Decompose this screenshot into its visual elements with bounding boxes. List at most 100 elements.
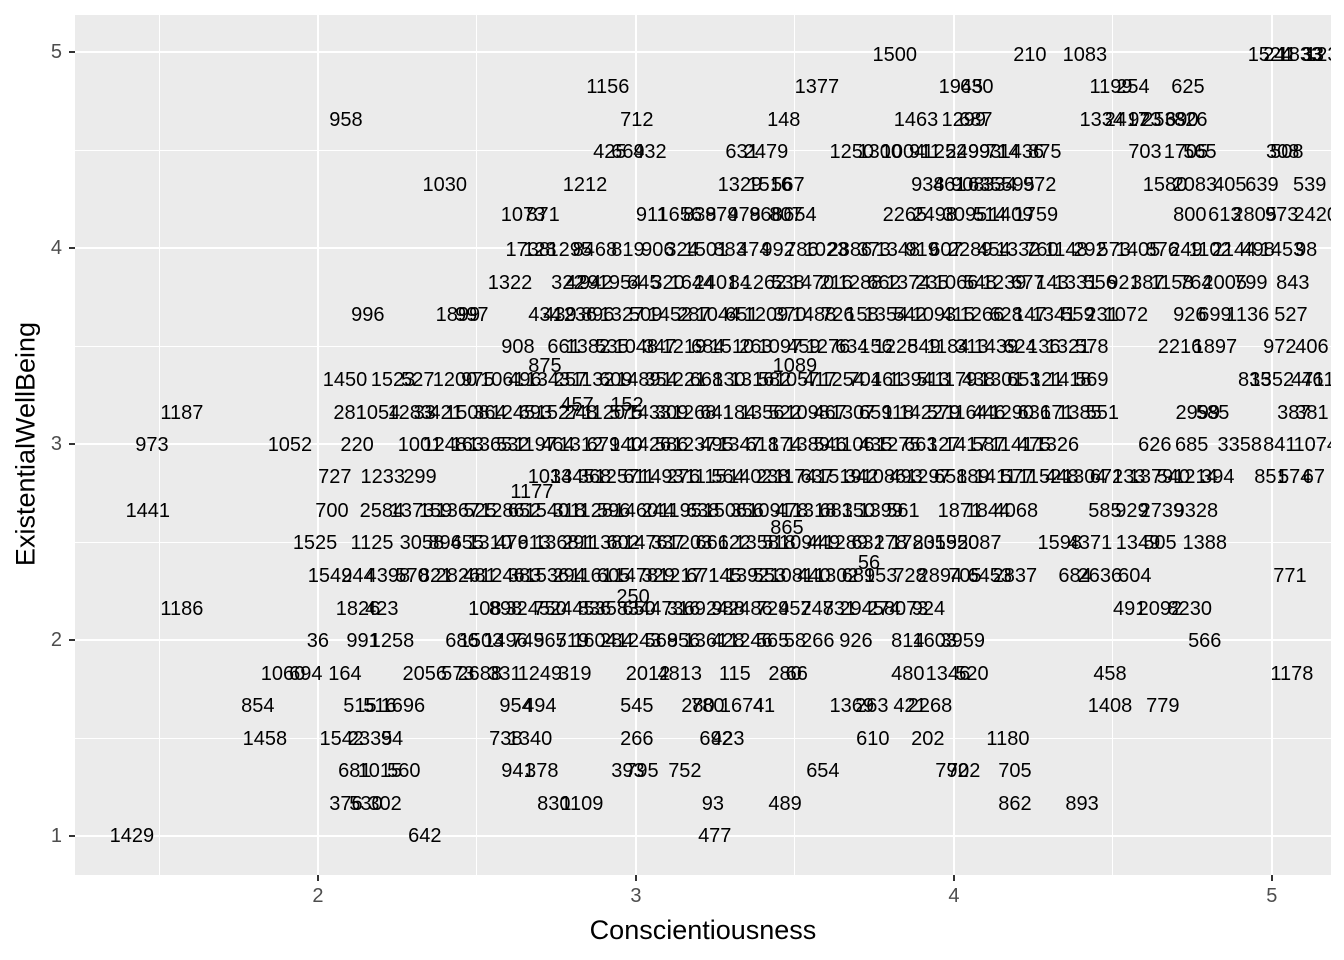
data-point-label: 1249: [517, 662, 563, 685]
data-point-label: 130: [712, 368, 746, 391]
data-point-label: 1379: [1128, 465, 1174, 488]
data-point-label: 1452: [647, 304, 693, 327]
data-point-label: 476: [495, 531, 529, 554]
data-point-label: 618: [745, 434, 779, 456]
data-point-label: 8230: [1167, 598, 1213, 621]
data-point-label: 281: [333, 402, 367, 425]
data-point-label: 1348: [875, 238, 921, 261]
data-point-label: 1286: [480, 500, 525, 523]
data-point-label: 6924: [683, 598, 729, 621]
data-point-label: 1508: [445, 402, 490, 425]
data-point-label: 605: [596, 564, 631, 587]
data-point-label: 489: [768, 793, 802, 816]
data-point-label: 582: [757, 368, 792, 391]
major-gridline: [317, 15, 319, 875]
data-point-label: 1759: [1013, 204, 1059, 227]
data-point-label: 33: [413, 402, 436, 425]
x-tick-mark: [1271, 875, 1273, 881]
data-point-label: 1304: [1062, 465, 1107, 488]
data-point-label: 954: [499, 695, 533, 718]
data-point-label: 1288: [837, 272, 883, 295]
data-point-label: 1083: [1062, 43, 1108, 66]
data-point-label: 480: [891, 662, 925, 685]
data-point-label: 1340: [507, 727, 553, 750]
data-point-label: 1409: [988, 204, 1034, 227]
data-point-label: 1057: [774, 368, 820, 391]
data-point-label: 250: [616, 586, 650, 609]
data-point-label: 1094: [779, 531, 824, 554]
data-point-label: 4813: [657, 662, 703, 685]
data-point-label: 654: [783, 204, 817, 227]
data-point-label: 628: [989, 304, 1023, 327]
data-point-label: 202: [911, 727, 945, 750]
data-point-label: 1195: [658, 500, 702, 523]
data-point-label: 577: [1000, 465, 1035, 488]
data-point-label: 1258: [369, 629, 415, 652]
data-point-label: 726: [821, 304, 855, 327]
data-point-label: 988: [711, 598, 745, 621]
data-point-label: 913: [517, 531, 551, 554]
data-point-label: 381: [1295, 402, 1329, 425]
data-point-label: 602: [606, 531, 640, 554]
data-point-label: 496: [508, 368, 542, 391]
data-point-label: 368: [577, 465, 612, 488]
data-point-label: 171: [1040, 402, 1074, 425]
data-point-label: 220: [340, 434, 374, 456]
data-point-label: 1086: [861, 465, 907, 488]
data-point-label: 967: [533, 629, 567, 652]
data-point-label: 1054: [355, 402, 401, 425]
data-point-label: 93: [701, 793, 724, 816]
plot-panel: 1500210108315242411833331231156137719456…: [75, 15, 1331, 875]
data-point-label: 687: [959, 109, 993, 132]
data-point-label: 677: [1011, 272, 1045, 295]
data-point-label: 974: [705, 204, 739, 227]
minor-gridline: [794, 15, 796, 875]
data-point-label: 1158: [1150, 272, 1194, 295]
data-point-label: 896: [581, 304, 615, 327]
data-point-label: 123: [1305, 43, 1331, 66]
data-point-label: 1093: [911, 304, 957, 327]
data-point-label: 1141: [990, 434, 1034, 456]
data-point-label: 128: [523, 238, 557, 261]
data-point-label: 1048: [613, 336, 659, 358]
data-point-label: 94: [380, 727, 404, 750]
data-point-label: 439: [543, 304, 577, 327]
data-point-label: 122: [717, 531, 752, 554]
data-point-label: 1369: [829, 695, 875, 718]
minor-gridline: [75, 149, 1331, 151]
data-point-label: 1644: [669, 272, 715, 295]
data-point-label: 579: [927, 402, 961, 425]
data-point-label: 329: [641, 564, 675, 587]
data-point-label: 1102: [1188, 238, 1232, 261]
major-gridline: [1271, 15, 1273, 875]
data-point-label: 231: [1085, 304, 1119, 327]
data-point-label: 331: [488, 662, 522, 685]
data-point-label: 3583: [594, 598, 640, 621]
data-point-label: 1015: [357, 759, 403, 782]
data-point-label: 1382: [565, 336, 611, 358]
data-point-label: 2401: [693, 272, 739, 295]
data-point-label: 1489: [616, 368, 661, 391]
data-point-label: 2805: [1232, 204, 1277, 227]
data-point-label: 159: [418, 500, 453, 523]
data-point-label: 862: [998, 793, 1032, 816]
data-point-label: 152: [610, 393, 644, 416]
data-point-label: 1411: [973, 465, 1017, 488]
data-point-label: 814: [891, 629, 925, 652]
data-point-label: 911: [908, 140, 941, 163]
data-point-label: 161: [871, 368, 905, 391]
data-point-label: 421: [429, 402, 463, 425]
data-point-label: 1604: [572, 629, 617, 652]
data-point-label: 1138: [579, 531, 623, 554]
x-tick-label: 2: [312, 885, 324, 907]
data-point-label: 705: [948, 564, 982, 587]
data-point-label: 280: [681, 695, 715, 718]
data-point-label: 748: [800, 598, 834, 621]
data-point-label: 1696: [380, 695, 426, 718]
data-point-label: 1106: [831, 434, 875, 456]
data-point-label: 446: [972, 402, 1006, 425]
data-point-label: 1506: [702, 500, 748, 523]
x-tick-label: 3: [630, 885, 642, 907]
data-point-label: 4371: [1067, 531, 1113, 554]
data-point-label: 1705: [1163, 140, 1209, 163]
